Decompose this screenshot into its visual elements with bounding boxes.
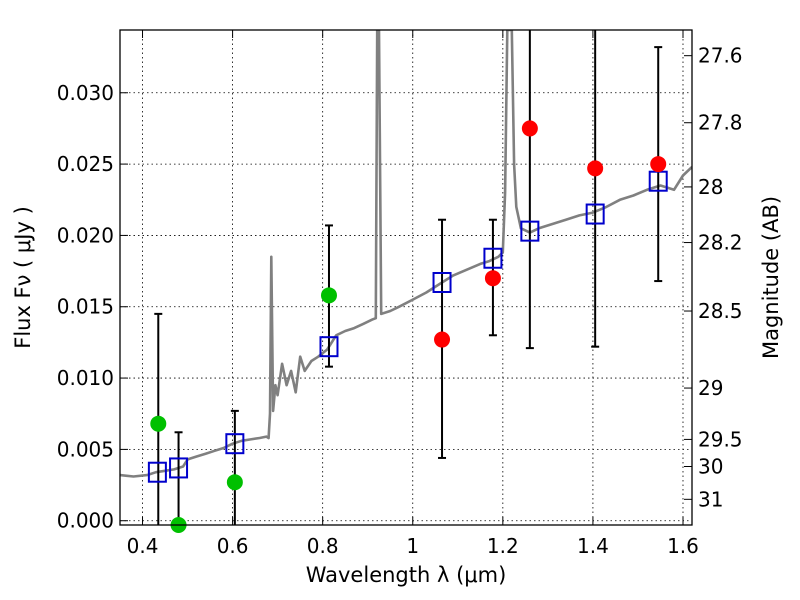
- mag-tick-label: 31: [698, 487, 723, 511]
- y-tick-label: 0.010: [57, 366, 114, 390]
- photometry-point: [320, 287, 337, 304]
- mag-tick-label: 27.8: [698, 111, 743, 135]
- model-photometry-square: [169, 457, 189, 479]
- x-tick-label: 0.6: [217, 534, 249, 558]
- y-tick-label: 0.020: [57, 223, 114, 247]
- model-photometry-square: [432, 271, 452, 293]
- y-right-axis-title: Magnitude (AB): [759, 196, 783, 359]
- photometry-point: [650, 156, 667, 173]
- x-axis-title: Wavelength λ (μm): [306, 563, 507, 587]
- model-photometry-square: [520, 220, 540, 242]
- mag-tick-label: 28: [698, 175, 723, 199]
- spectrum-layer: [120, 30, 692, 478]
- model-photometry-square: [585, 203, 605, 225]
- x-tick-label: 1: [406, 534, 419, 558]
- photometry-point: [521, 120, 538, 137]
- x-tick-label: 1.4: [577, 534, 609, 558]
- photometry-point: [484, 270, 501, 287]
- mag-tick-label: 29: [698, 376, 723, 400]
- y-tick-label: 0.005: [57, 437, 114, 461]
- model-photometry-square: [225, 433, 245, 455]
- mag-tick-label: 27.6: [698, 44, 743, 68]
- error-bar: [525, 30, 534, 350]
- x-tick-label: 1.2: [487, 534, 519, 558]
- x-tick-label: 0.8: [307, 534, 339, 558]
- mag-tick-label: 28.2: [698, 231, 743, 255]
- y-tick-label: 0.025: [57, 152, 114, 176]
- error-bar: [591, 30, 600, 348]
- mag-tick-label: 29.5: [698, 427, 743, 451]
- y-tick-label: 0.030: [57, 81, 114, 105]
- mag-tick-label: 30: [698, 455, 723, 479]
- y-tick-label: 0.015: [57, 295, 114, 319]
- photometry-point: [150, 415, 167, 432]
- spectrum-line: [120, 30, 692, 478]
- plot-frame: [119, 29, 693, 526]
- grid: [120, 30, 692, 525]
- model-photometry-square: [483, 247, 503, 269]
- error-bar: [174, 431, 183, 525]
- photometry-point: [587, 160, 604, 177]
- mag-tick-label: 28.5: [698, 299, 743, 323]
- ticks: 0.4 0.6 0.8 1 1.2 1.4 1.6 0.000 0.005 0.010 0.015 0…: [57, 30, 743, 558]
- photometry-point: [434, 331, 451, 348]
- x-tick-label: 1.6: [667, 534, 699, 558]
- photometry-point: [226, 474, 243, 491]
- error-bar: [230, 409, 239, 525]
- model-photometry-square: [147, 461, 167, 483]
- y-axis-title: Flux Fν ( μJy ): [11, 206, 35, 349]
- x-tick-label: 0.4: [127, 534, 159, 558]
- y-tick-label: 0.000: [57, 509, 114, 533]
- model-photometry-square: [319, 336, 339, 358]
